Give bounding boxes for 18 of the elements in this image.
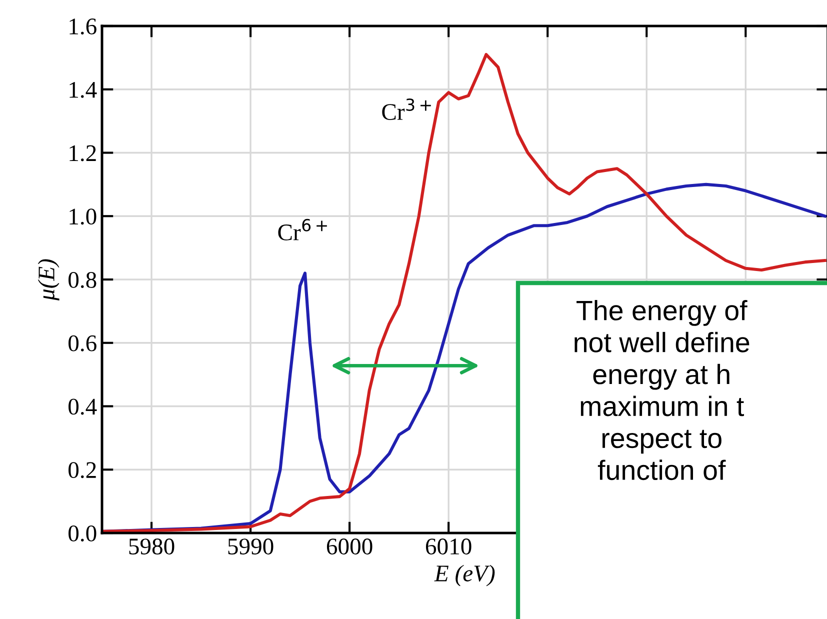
x-tick-label: 6000 xyxy=(326,538,372,554)
x-tick-label: 5980 xyxy=(129,538,174,554)
x-tick-label: 5990 xyxy=(228,538,274,554)
y-tick-label: 0.2 xyxy=(68,462,96,478)
annotation: Cr$^{3+}$ xyxy=(382,98,431,120)
y-tick-label: 0.4 xyxy=(68,398,97,415)
y-tick-label: 1.2 xyxy=(70,145,96,162)
y-tick-label: 0.0 xyxy=(68,525,96,542)
y-axis-title: μ(E) xyxy=(38,259,60,301)
y-tick-label: 1.4 xyxy=(70,82,97,98)
x-axis-title: E (eV) xyxy=(434,564,495,586)
y-tick-label: 0.6 xyxy=(68,335,96,352)
y-tick-label: 1.0 xyxy=(70,208,96,225)
annotation: Cr$^{6+}$ xyxy=(278,218,327,240)
annotation: The energy of not well define energy at h maximum in t respect to function of xyxy=(574,300,750,480)
y-tick-label: 1.6 xyxy=(70,18,96,35)
y-tick-label: 0.8 xyxy=(68,272,96,288)
x-tick-label: 6010 xyxy=(426,538,472,554)
